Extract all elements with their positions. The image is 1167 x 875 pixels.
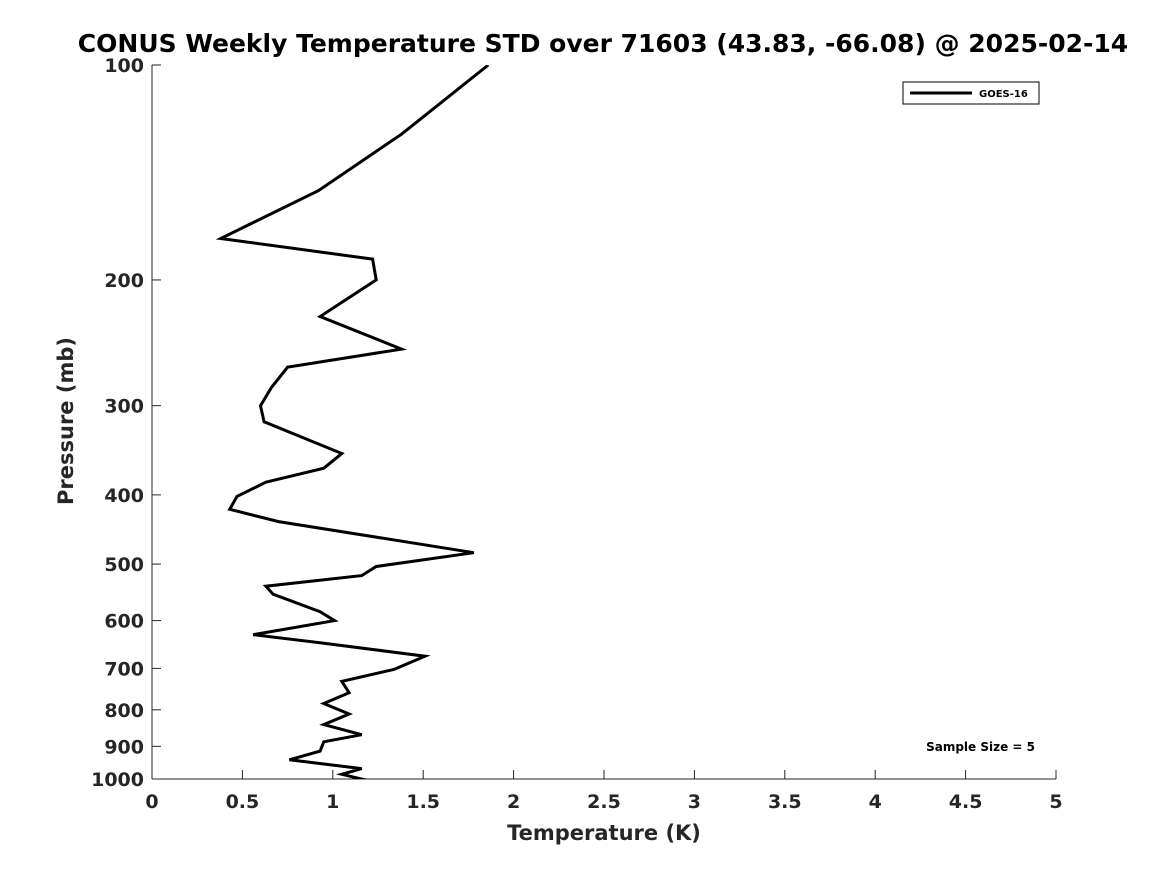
legend: GOES-16 <box>902 81 1040 105</box>
x-tick-label: 1 <box>326 791 339 813</box>
y-tick-label: 700 <box>104 658 144 680</box>
x-tick-label: 0 <box>145 791 158 813</box>
x-axis-ticks: 0 0.5 1 1.5 2 2.5 3 3.5 4 4.5 5 <box>145 770 1063 813</box>
y-axis-ticks: 100 200 300 400 500 600 700 800 900 1000 <box>91 55 161 791</box>
y-tick-label: 400 <box>104 485 144 507</box>
x-tick-label: 5 <box>1049 791 1062 813</box>
y-tick-label: 1000 <box>91 769 144 791</box>
x-tick-label: 0.5 <box>226 791 260 813</box>
y-axis-label: Pressure (mb) <box>54 337 78 505</box>
x-tick-label: 3 <box>688 791 701 813</box>
series-line-goes-16 <box>215 65 490 779</box>
x-tick-label: 2 <box>507 791 520 813</box>
sample-size-annotation: Sample Size = 5 <box>926 740 1035 754</box>
x-tick-label: 4.5 <box>949 791 983 813</box>
x-axis-label: Temperature (K) <box>507 821 701 845</box>
plot-area <box>151 65 1056 780</box>
x-tick-label: 1.5 <box>406 791 440 813</box>
x-tick-label: 4 <box>869 791 882 813</box>
x-tick-label: 2.5 <box>587 791 621 813</box>
y-tick-label: 100 <box>104 55 144 77</box>
y-tick-label: 300 <box>104 396 144 418</box>
y-tick-label: 200 <box>104 270 144 292</box>
y-tick-label: 500 <box>104 554 144 576</box>
y-tick-label: 900 <box>104 736 144 758</box>
x-tick-label: 3.5 <box>768 791 802 813</box>
y-tick-label: 800 <box>104 700 144 722</box>
y-tick-label: 600 <box>104 611 144 633</box>
series-layer <box>215 65 490 779</box>
chart-title: CONUS Weekly Temperature STD over 71603 … <box>78 29 1128 58</box>
legend-entry-goes-16: GOES-16 <box>979 89 1028 100</box>
